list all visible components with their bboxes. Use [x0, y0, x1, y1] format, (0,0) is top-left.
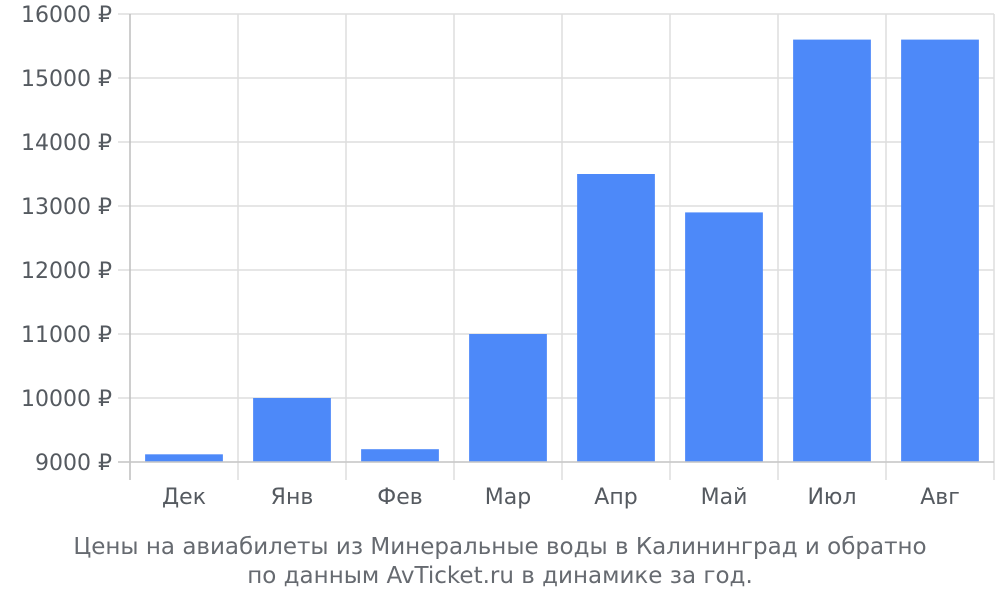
- y-tick-label: 12000 ₽: [21, 259, 112, 284]
- x-tick-label: Мар: [485, 485, 531, 510]
- y-tick-label: 15000 ₽: [21, 67, 112, 92]
- bar-5: [577, 174, 655, 462]
- y-axis-ticks: 9000 ₽ 10000 ₽ 11000 ₽ 12000 ₽ 13000 ₽ 14000 …: [21, 3, 112, 476]
- caption-line-2: по данным AvTicket.ru в динамике за год.: [247, 563, 753, 589]
- grid-lines: [118, 13, 995, 480]
- x-tick-label: Апр: [594, 485, 637, 510]
- y-tick-label: 13000 ₽: [21, 195, 112, 220]
- bar-8: [901, 39, 979, 462]
- bar-4: [469, 334, 547, 462]
- x-tick-label: Янв: [271, 485, 314, 510]
- bars: [145, 39, 979, 462]
- bar-1: [145, 454, 223, 462]
- chart-caption: Цены на авиабилеты из Минеральные воды в…: [0, 533, 1000, 591]
- bar-chart: 9000 ₽ 10000 ₽ 11000 ₽ 12000 ₽ 13000 ₽ 14000 …: [21, 3, 995, 510]
- bar-7: [793, 39, 871, 462]
- bar-3: [361, 449, 439, 462]
- x-tick-label: Фев: [377, 485, 422, 510]
- x-tick-label: Май: [701, 485, 748, 510]
- x-tick-label: Авг: [920, 485, 960, 510]
- bar-6: [685, 212, 763, 462]
- y-tick-label: 10000 ₽: [21, 387, 112, 412]
- y-tick-label: 14000 ₽: [21, 131, 112, 156]
- x-tick-label: Июл: [807, 485, 856, 510]
- bar-2: [253, 398, 331, 462]
- x-tick-label: Дек: [162, 485, 206, 510]
- y-tick-label: 9000 ₽: [35, 451, 112, 476]
- y-tick-label: 16000 ₽: [21, 3, 112, 28]
- y-tick-label: 11000 ₽: [21, 323, 112, 348]
- caption-line-1: Цены на авиабилеты из Минеральные воды в…: [73, 534, 927, 560]
- x-axis-ticks: Дек Янв Фев Мар Апр Май Июл Авг: [162, 485, 960, 510]
